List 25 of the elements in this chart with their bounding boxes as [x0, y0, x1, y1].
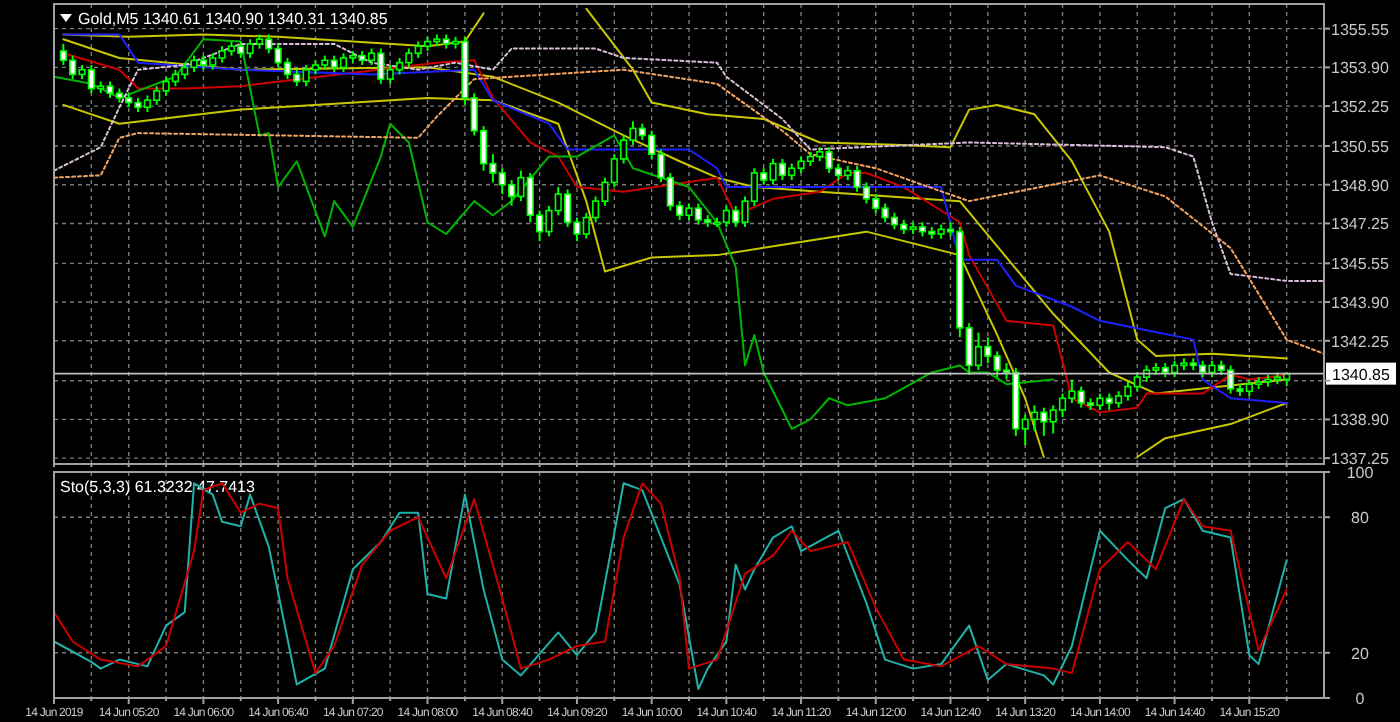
y-tick-label: 1352.25 [1331, 98, 1391, 117]
y-tick-label: 1353.90 [1331, 59, 1391, 78]
y-tick-label: 1343.90 [1331, 294, 1391, 313]
ref-line-label: 1340.85 [1332, 365, 1392, 384]
candlestick [1058, 392, 1067, 419]
y-tick-label: 0 [1355, 690, 1366, 708]
y-tick-label: 80 [1351, 509, 1370, 528]
chart-title: Gold,M5 1340.61 1340.90 1340.31 1340.85 [78, 10, 389, 28]
y-tick-label: 1355.55 [1331, 20, 1391, 39]
candlestick [283, 56, 292, 81]
y-tick-label: 1350.55 [1331, 137, 1391, 156]
y-tick-label: 20 [1351, 644, 1370, 663]
y-tick-label: 1338.90 [1331, 411, 1391, 430]
candlestick [339, 52, 348, 74]
y-tick-label: 1347.25 [1331, 215, 1391, 234]
y-tick-label: 1342.25 [1331, 332, 1391, 351]
y-tick-label: 1348.90 [1331, 176, 1391, 195]
line-series [54, 68, 1324, 355]
candlestick [1030, 404, 1039, 433]
line-series [54, 42, 1324, 282]
y-tick-label: 100 [1346, 464, 1375, 482]
y-tick-label: 1345.55 [1331, 255, 1391, 274]
candlestick [974, 331, 983, 372]
y-tick-label: 1337.25 [1331, 450, 1391, 469]
line-series [54, 38, 1055, 430]
